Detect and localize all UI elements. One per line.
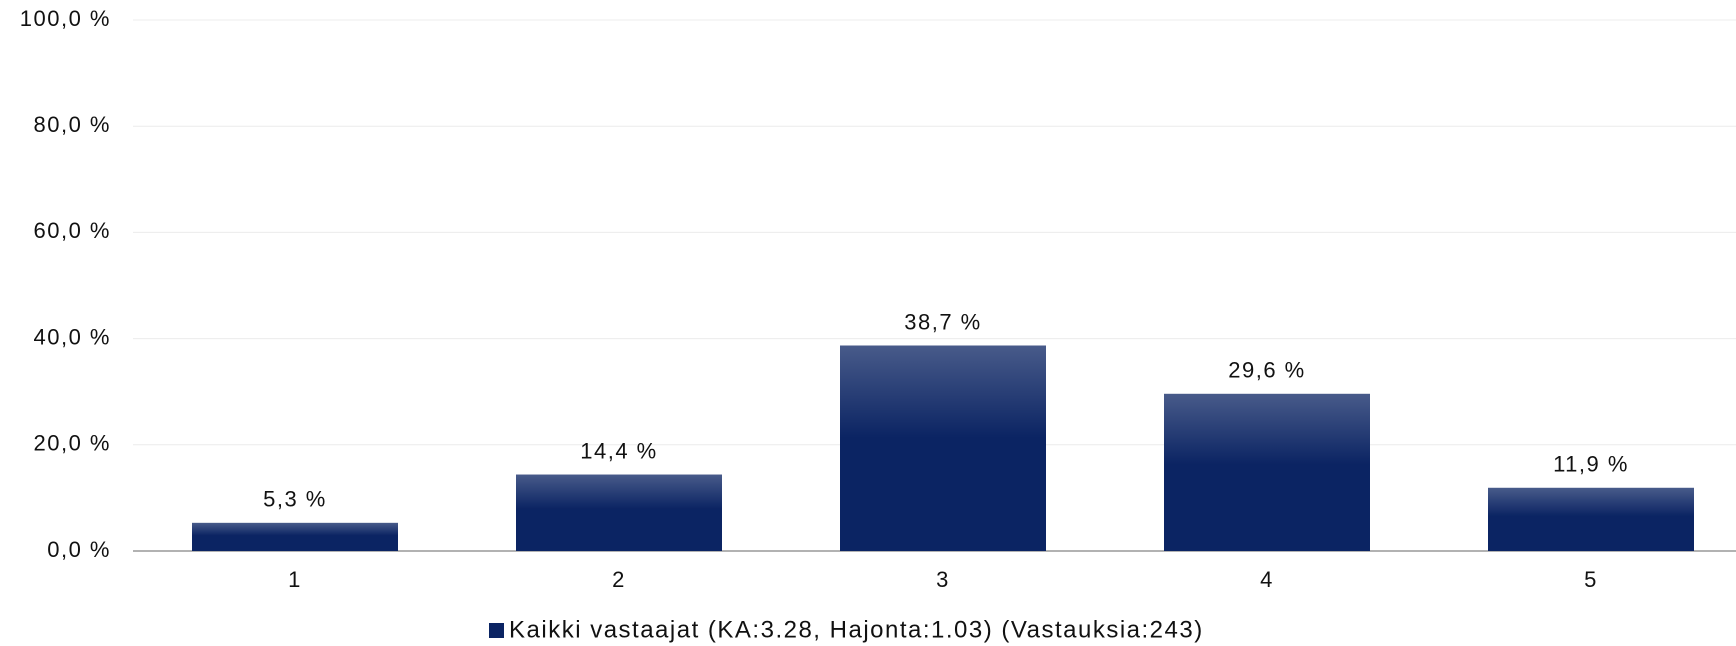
y-tick-label: 60,0 % — [34, 218, 112, 243]
bar-shade — [840, 345, 1046, 551]
y-tick-label: 40,0 % — [34, 324, 112, 349]
y-tick-label: 20,0 % — [34, 431, 112, 456]
x-tick-label: 4 — [1260, 567, 1274, 592]
data-label: 38,7 % — [904, 309, 982, 334]
x-tick-label: 1 — [288, 567, 302, 592]
bar-shade — [1164, 393, 1370, 551]
y-tick-label: 80,0 % — [34, 112, 112, 137]
x-tick-label: 3 — [936, 567, 950, 592]
x-tick-label: 2 — [612, 567, 626, 592]
bar-shade — [516, 474, 722, 551]
bar-shade — [1488, 487, 1694, 551]
y-tick-label: 0,0 % — [47, 537, 111, 562]
legend-swatch — [489, 623, 504, 638]
data-label: 11,9 % — [1553, 452, 1629, 477]
x-tick-label: 5 — [1584, 567, 1598, 592]
data-label: 29,6 % — [1228, 358, 1306, 383]
bar-shade — [192, 522, 398, 551]
data-label: 14,4 % — [580, 438, 658, 463]
data-label: 5,3 % — [263, 487, 327, 512]
legend-label: Kaikki vastaajat (KA:3.28, Hajonta:1.03)… — [509, 616, 1204, 643]
y-tick-label: 100,0 % — [20, 6, 111, 31]
